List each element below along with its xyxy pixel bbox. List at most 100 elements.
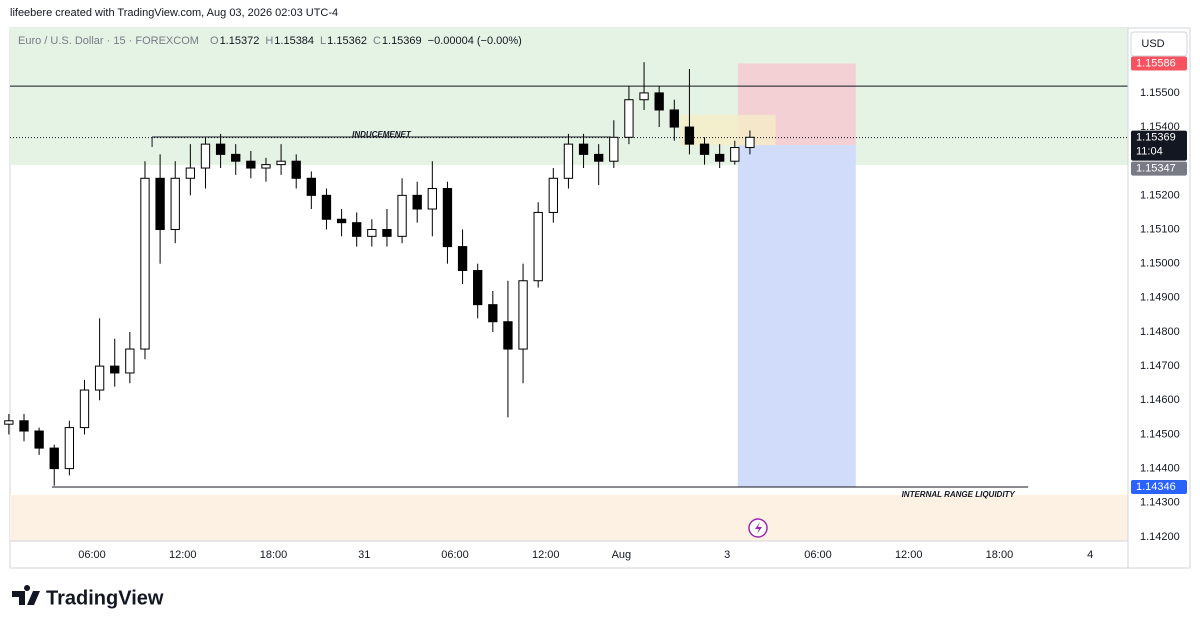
candle-body: [533, 211, 543, 282]
candle-body: [185, 167, 196, 179]
ohlc-label: L: [320, 35, 326, 47]
candle-body: [382, 229, 392, 237]
x-tick-label: 06:00: [78, 549, 106, 561]
y-tick-label: 1.14700: [1140, 360, 1180, 372]
level-label: INDUCEMENET: [352, 130, 412, 139]
zone: [10, 28, 1128, 165]
candle-body: [94, 365, 105, 391]
last-price-bg: [1131, 130, 1187, 161]
candle-body: [367, 229, 377, 237]
y-tick-label: 1.15400: [1140, 121, 1180, 133]
candle-body: [125, 348, 135, 374]
candle-body: [352, 222, 362, 237]
y-tick-label: 1.15500: [1140, 87, 1180, 99]
candle-body: [427, 188, 437, 210]
y-tick-label: 1.14500: [1140, 428, 1180, 440]
candle-body: [397, 194, 407, 237]
target-price-bg: [1131, 480, 1187, 495]
ohlc-value: 1.15369: [382, 35, 422, 47]
candle-body: [200, 143, 211, 169]
entry-price: 1.15347: [1136, 163, 1176, 175]
x-tick-label: 31: [358, 549, 370, 561]
candle-body: [715, 153, 725, 162]
alert-bolt: [755, 522, 762, 534]
ohlc-label: C: [373, 35, 381, 47]
candle-body: [246, 160, 256, 169]
candle-body: [699, 143, 710, 155]
stop-price: 1.15586: [1136, 57, 1176, 69]
x-tick-label: 12:00: [895, 549, 923, 561]
candle-body: [276, 160, 286, 166]
candle-body: [669, 109, 679, 128]
entry-price-bg: [1131, 161, 1187, 176]
symbol: Euro / U.S. Dollar · 15 · FOREXCOM: [18, 35, 199, 47]
candle-body: [457, 246, 468, 271]
candle-body: [291, 160, 301, 179]
candle-body: [609, 136, 619, 162]
candle-body: [49, 447, 59, 470]
candle-body: [730, 147, 740, 162]
last-price: 1.15369: [1136, 132, 1176, 144]
x-tick-label: 3: [724, 549, 730, 561]
ohlc-value: 1.15372: [220, 35, 260, 47]
candle-body: [19, 420, 29, 432]
change: −0.00004 (−0.00%): [428, 35, 522, 47]
y-tick-label: 1.14900: [1140, 292, 1180, 304]
target-price: 1.14346: [1136, 481, 1176, 493]
candle-body: [34, 430, 44, 449]
candle-body: [548, 177, 558, 213]
candle-body: [473, 269, 483, 306]
candle-body: [155, 177, 165, 231]
x-tick-label: 18:00: [260, 549, 288, 561]
countdown: 11:04: [1136, 146, 1163, 158]
candle-body: [745, 136, 755, 149]
candle-body: [518, 280, 528, 350]
candle-body: [110, 365, 120, 374]
candle-body: [563, 143, 574, 179]
ohlc-label: H: [265, 35, 273, 47]
logo: [12, 585, 40, 605]
ohlc-value: 1.15384: [274, 35, 314, 47]
x-tick-label: 06:00: [804, 549, 832, 561]
candle-body: [639, 92, 649, 101]
highlight-box: [680, 115, 776, 146]
level-label: INTERNAL RANGE LIQUIDITY: [902, 490, 1016, 499]
candle-body: [578, 143, 589, 155]
y-tick-label: 1.14300: [1140, 497, 1180, 509]
currency-button[interactable]: [1130, 31, 1188, 57]
plot-area: INDUCEMENET INTERNAL RANGE LIQUIDITY: [4, 28, 1128, 541]
candle-body: [215, 143, 226, 155]
target-zone: [737, 145, 856, 488]
y-tick-label: 1.15200: [1140, 189, 1180, 201]
stop-price-bg: [1131, 56, 1187, 71]
candle-body: [503, 321, 513, 350]
attribution: lifeebere created with TradingView.com, …: [10, 7, 338, 19]
candle-body: [654, 92, 664, 111]
candle-body: [321, 194, 332, 220]
candle-body: [624, 99, 634, 138]
y-tick-label: 1.15100: [1140, 223, 1180, 235]
candle-body: [231, 153, 241, 162]
zone: [10, 494, 1128, 541]
candle-body: [79, 389, 90, 429]
brand: TradingView: [46, 587, 164, 609]
x-tick-label: 12:00: [169, 549, 197, 561]
x-tick-label: 18:00: [986, 549, 1014, 561]
candle-body: [261, 164, 271, 169]
candle-body: [684, 126, 695, 145]
candle-body: [170, 177, 180, 231]
y-tick-label: 1.14600: [1140, 394, 1180, 406]
y-tick-label: 1.14800: [1140, 326, 1180, 338]
candle-body: [140, 177, 150, 350]
candle-body: [64, 427, 75, 470]
candle-body: [442, 188, 453, 248]
candle-body: [488, 304, 498, 323]
candle-body: [336, 218, 347, 224]
currency[interactable]: USD: [1141, 38, 1164, 50]
y-tick-label: 1.14400: [1140, 462, 1180, 474]
x-tick-label: 12:00: [532, 549, 560, 561]
candle-body: [412, 194, 422, 210]
candle-body: [306, 177, 316, 196]
